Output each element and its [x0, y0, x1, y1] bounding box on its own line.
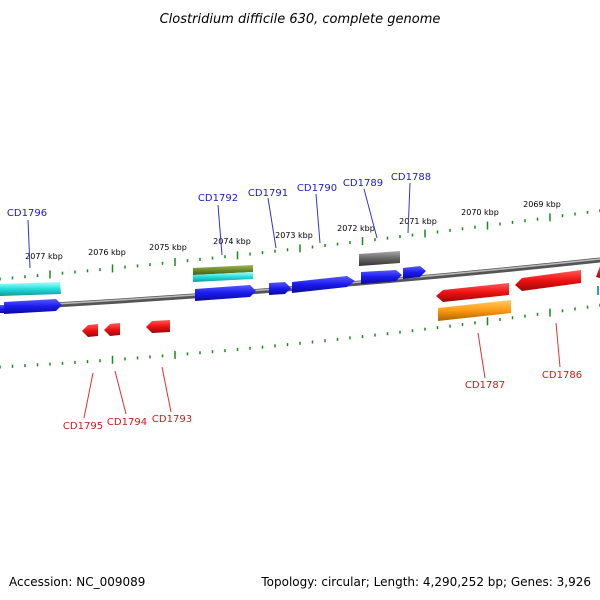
gene-label-cd1792[interactable]: CD1792 [198, 193, 238, 204]
gene-arrow-cd1791[interactable] [269, 282, 291, 295]
gene-arrow-right-edge[interactable] [596, 266, 600, 278]
top-label-leaders [27, 182, 411, 269]
gene-arrow-cd1786[interactable] [515, 270, 581, 291]
gene-label-cd1788[interactable]: CD1788 [391, 172, 431, 183]
feature-cyan-left [0, 282, 61, 296]
scale-label: 2076 kbp [88, 248, 126, 257]
gene-arrow-cd1794[interactable] [104, 323, 120, 336]
gene-label-cd1794[interactable]: CD1794 [107, 417, 147, 428]
scale-label: 2073 kbp [275, 231, 313, 240]
scale-label: 2071 kbp [399, 217, 437, 226]
forward-gene-track [0, 266, 426, 314]
gene-arrow-cd1790[interactable] [292, 276, 355, 293]
scale-label: 2077 kbp [25, 252, 63, 261]
bottom-gene-labels: CD1795 CD1794 CD1793 CD1787 CD1786 [63, 370, 582, 432]
scale-label: 2070 kbp [461, 208, 499, 217]
gene-label-cd1790[interactable]: CD1790 [297, 183, 337, 194]
scale-label: 2074 kbp [213, 237, 251, 246]
gene-label-cd1787[interactable]: CD1787 [465, 380, 505, 391]
bottom-label-leaders [83, 322, 561, 419]
gene-arrow-cd1796[interactable] [4, 299, 62, 314]
accession-text: Accession: NC_009089 [9, 575, 145, 589]
scale-label: 2075 kbp [149, 243, 187, 252]
bottom-scale-ticks [0, 303, 600, 369]
top-gene-labels: CD1796 CD1792 CD1791 CD1790 CD1789 CD178… [7, 172, 431, 219]
gene-label-cd1786[interactable]: CD1786 [542, 370, 582, 381]
feature-track-top [0, 251, 400, 296]
scale-label: 2069 kbp [523, 200, 561, 209]
feature-olive [193, 265, 253, 275]
gene-arrow-left-edge[interactable] [0, 305, 4, 313]
genome-summary-text: Topology: circular; Length: 4,290,252 bp… [260, 575, 591, 589]
gene-label-cd1793[interactable]: CD1793 [152, 414, 192, 425]
reverse-gene-track [82, 266, 600, 337]
gene-label-cd1796[interactable]: CD1796 [7, 208, 47, 219]
gene-label-cd1789[interactable]: CD1789 [343, 178, 383, 189]
gene-label-cd1795[interactable]: CD1795 [63, 421, 103, 432]
map-title: Clostridium difficile 630, complete geno… [160, 12, 441, 27]
feature-cyan-mid [193, 272, 253, 282]
top-scale-ticks [0, 209, 600, 281]
feature-gray [359, 251, 400, 266]
gene-arrow-cd1792[interactable] [195, 285, 256, 301]
scale-labels: 2077 kbp 2076 kbp 2075 kbp 2074 kbp 2073… [25, 200, 561, 261]
gene-arrow-cd1789[interactable] [361, 270, 402, 284]
gene-arrow-cd1793[interactable] [146, 320, 170, 333]
scale-label: 2072 kbp [337, 224, 375, 233]
gene-arrow-cd1787[interactable] [436, 283, 509, 302]
gene-arrow-cd1788[interactable] [403, 266, 426, 279]
gene-label-cd1791[interactable]: CD1791 [248, 188, 288, 199]
gene-arrow-cd1795[interactable] [82, 324, 98, 337]
feature-orange [438, 300, 511, 321]
